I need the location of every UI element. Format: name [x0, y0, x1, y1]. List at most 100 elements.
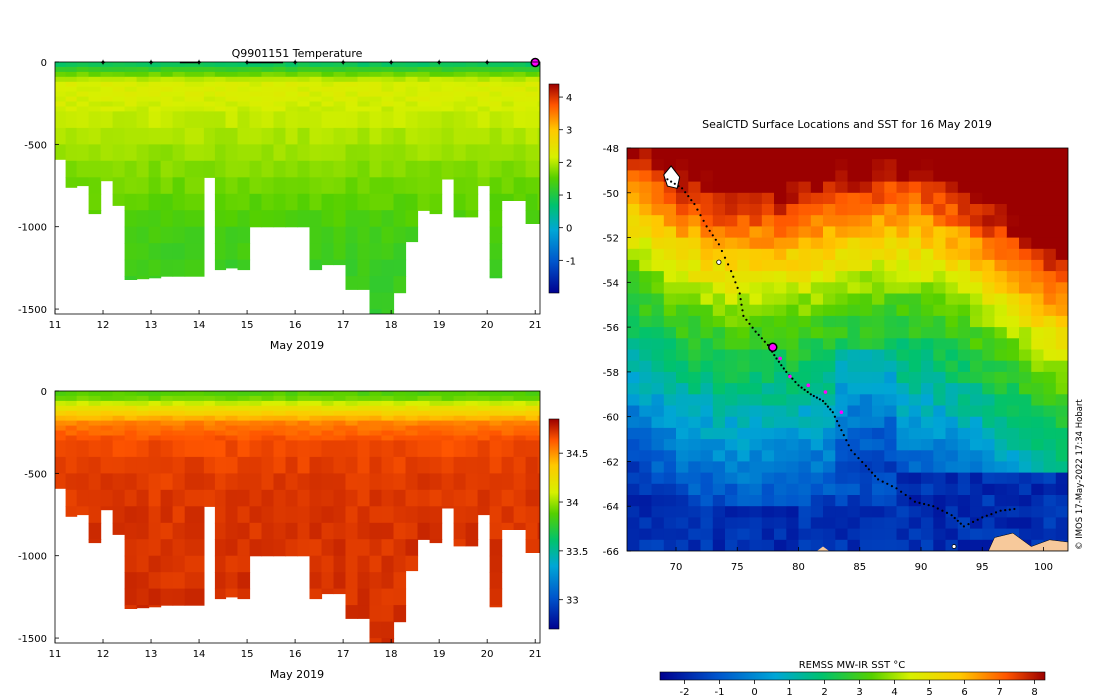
sst-cell [700, 394, 714, 406]
profile-cell [357, 605, 371, 619]
sst-cell [749, 506, 763, 518]
sst-cell [627, 371, 640, 384]
sst-cell [712, 416, 726, 429]
sst-cell [970, 349, 983, 362]
sst-cell [970, 394, 983, 406]
profile-cell [100, 473, 114, 491]
profile-cell [88, 144, 102, 162]
profile-cell [65, 456, 78, 474]
profile-cell [172, 144, 186, 162]
profile-cell [309, 91, 323, 98]
profile-cell [369, 210, 383, 228]
profile-cell [393, 81, 407, 88]
profile-cell [465, 425, 479, 432]
profile-cell [88, 410, 102, 417]
profile-cell [273, 101, 287, 107]
profile-cell [513, 435, 527, 441]
track-point [831, 411, 834, 414]
sst-cell [859, 192, 873, 205]
profile-cell [136, 243, 150, 261]
profile-cell [417, 405, 431, 412]
profile-cell [309, 81, 323, 88]
sst-cell [847, 383, 861, 395]
sst-cell [1031, 450, 1045, 462]
profile-cell [393, 522, 407, 540]
sst-cell [798, 416, 812, 429]
profile-cell [112, 91, 126, 98]
profile-cell [55, 425, 67, 432]
profile-cell [333, 506, 347, 524]
profile-cell [429, 210, 443, 215]
profile-cell [112, 415, 126, 422]
sst-cell [798, 282, 812, 294]
track-point [953, 516, 956, 520]
profile-cell [65, 506, 78, 517]
sst-cell [957, 472, 971, 485]
sst-cell [970, 506, 983, 518]
profile-cell [100, 400, 114, 407]
profile-cell [405, 106, 419, 112]
sst-cell [774, 237, 787, 250]
profile-cell [184, 243, 205, 261]
sst-cell [688, 349, 702, 362]
profile-cell [184, 572, 205, 590]
sst-cell [957, 427, 971, 440]
profile-cell [225, 144, 239, 162]
profile-cell [297, 111, 311, 129]
profile-cell [333, 430, 347, 436]
profile-cell [172, 91, 186, 98]
profile-cell [441, 127, 455, 145]
profile-cell [309, 160, 323, 178]
sst-cell [1055, 405, 1068, 418]
map-title: SealCTD Surface Locations and SST for 16… [702, 118, 992, 131]
profile-cell [237, 539, 251, 557]
profile-cell [112, 86, 126, 93]
track-point [763, 340, 766, 343]
sst-cell [676, 439, 689, 451]
profile-cell [249, 435, 263, 441]
sst-cell [651, 517, 665, 530]
sst-cell [1043, 271, 1057, 283]
sst-cell [835, 159, 849, 171]
sst-cell [774, 215, 787, 227]
sst-cell [774, 226, 787, 239]
sst-cell [749, 293, 763, 306]
profile-cell [112, 66, 126, 73]
sst-cell [761, 315, 775, 328]
sst-cell [737, 315, 751, 328]
sst-cell [921, 259, 934, 272]
profile-cell [477, 506, 491, 516]
profile-cell [136, 127, 150, 145]
profile-cell [273, 435, 287, 441]
sst-cell [627, 495, 640, 507]
profile-cell [237, 76, 251, 83]
sst-cell [676, 371, 689, 384]
profile-cell [357, 400, 371, 407]
profile-cell [525, 489, 539, 507]
profile-cell [172, 226, 186, 244]
sst-cell [627, 383, 640, 395]
profile-cell [333, 243, 347, 261]
profile-cell [477, 81, 491, 88]
sst-cell [786, 528, 800, 541]
sst-cell [651, 360, 665, 373]
sst-cell [1031, 226, 1045, 239]
profile-cell [489, 226, 503, 244]
profile-cell [321, 522, 335, 540]
profile-cell [369, 555, 383, 573]
sst-cell [1006, 472, 1020, 485]
profile-cell [249, 456, 263, 474]
temperature-axes: 11 12 13 14 15 16 17 18 19 20 210-500-1000-1500 [18, 58, 542, 331]
profile-cell [203, 106, 216, 112]
sst-cell [970, 215, 983, 227]
sst-cell [872, 427, 885, 440]
profile-cell [225, 86, 239, 93]
sst-cell [725, 416, 738, 429]
profile-cell [381, 400, 395, 407]
profile-cell [309, 473, 323, 491]
sst-cell [639, 517, 653, 530]
profile-cell [321, 81, 335, 88]
profile-cell [465, 91, 479, 98]
profile-cell [369, 539, 383, 557]
sst-cell [1055, 450, 1068, 462]
